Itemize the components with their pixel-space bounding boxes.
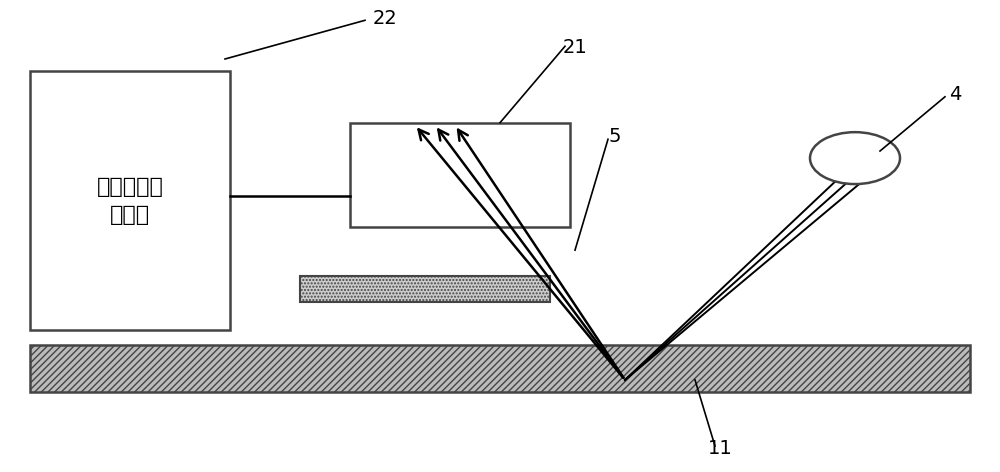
Text: 4: 4 — [949, 85, 961, 104]
Text: 光栅信号细
分模块: 光栅信号细 分模块 — [97, 177, 163, 225]
Bar — [30, 345, 970, 392]
Text: 5: 5 — [609, 127, 621, 146]
Bar — [300, 276, 550, 302]
Ellipse shape — [810, 132, 900, 184]
Text: 21: 21 — [563, 38, 587, 57]
Text: 11: 11 — [708, 439, 732, 458]
Bar — [30, 71, 230, 330]
Text: 22: 22 — [373, 9, 397, 28]
Bar — [350, 123, 570, 227]
